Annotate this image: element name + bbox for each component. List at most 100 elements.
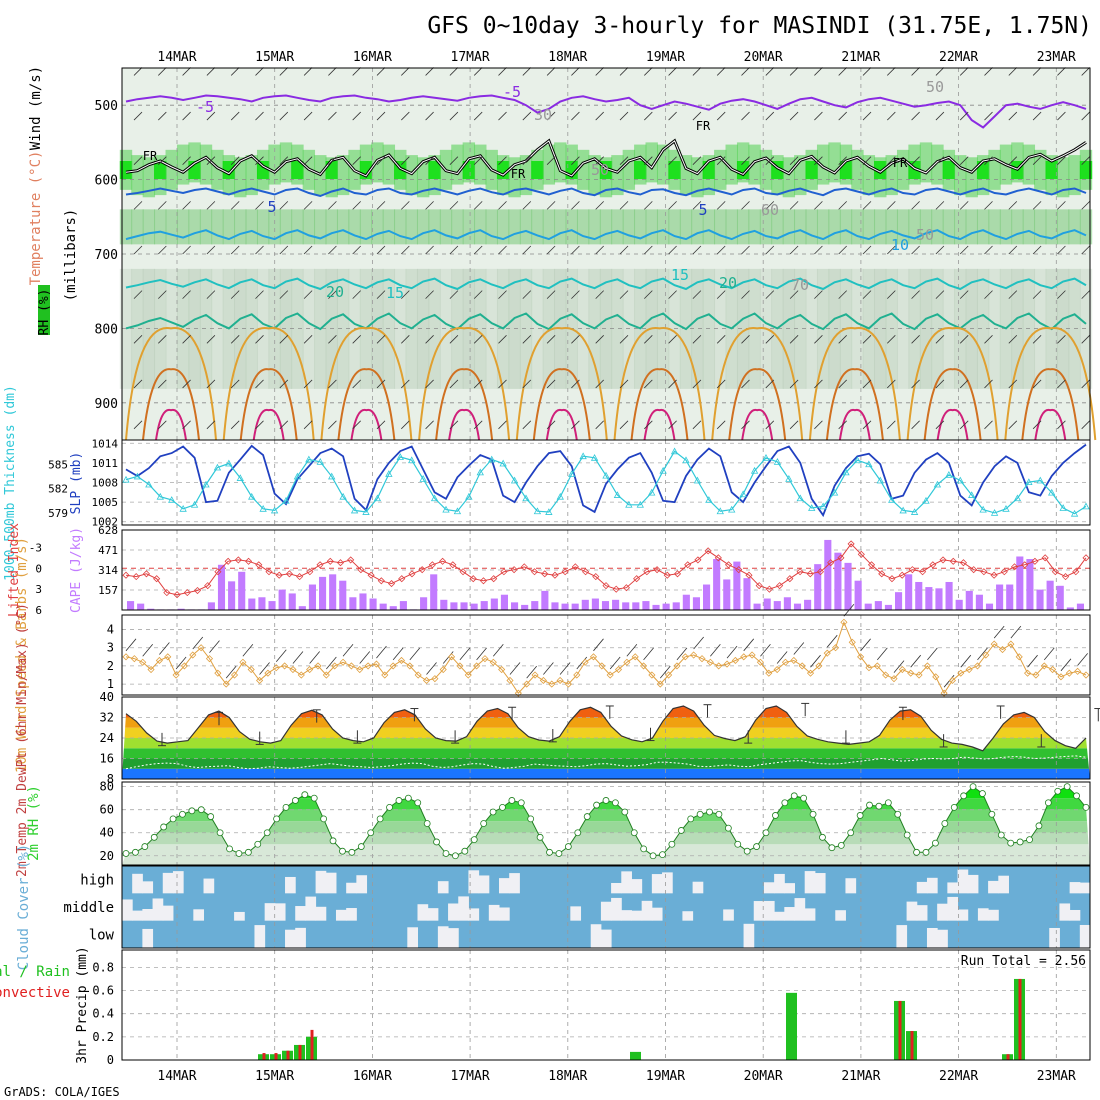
wind-barb	[644, 67, 653, 76]
li-tick-label: -3	[29, 541, 42, 554]
lifted-index-point	[919, 568, 927, 576]
wind-barb	[765, 290, 775, 299]
wind-barb	[692, 290, 702, 299]
rh-shade-cell	[428, 161, 441, 179]
wind-barb	[862, 420, 872, 430]
wind-barb	[425, 111, 434, 121]
rh-shade-cell	[211, 268, 224, 389]
lifted-index-point	[1072, 568, 1080, 576]
li-tick-label: 0	[35, 562, 42, 575]
wind-barb	[862, 245, 872, 255]
rh-shade-cell	[782, 157, 796, 198]
wind-barb	[303, 334, 313, 344]
isotherm-line	[125, 312, 1087, 331]
wind-barb	[182, 245, 191, 255]
cape-bar	[521, 604, 529, 610]
rh-shade-cell	[222, 209, 236, 245]
wind-barb	[862, 290, 872, 299]
wind-barb	[182, 420, 191, 430]
lifted-index-point	[244, 557, 253, 565]
rh-point	[461, 847, 469, 855]
wind-barb	[668, 379, 677, 389]
wind-barb	[1081, 334, 1090, 344]
cape-bar	[248, 598, 256, 610]
wind-barb	[619, 334, 629, 344]
wind-speed-point	[957, 669, 965, 677]
wind-barb	[409, 647, 421, 661]
wind-speed-point	[447, 653, 456, 661]
wind-barb	[935, 67, 945, 76]
wind-barb	[814, 290, 823, 299]
rh-shade-cell	[325, 209, 338, 245]
cloud-clear-cell	[1049, 927, 1060, 948]
rh-shade-cell	[119, 161, 133, 179]
cloud-clear-cell	[947, 882, 959, 894]
rh-shade-cell	[702, 209, 716, 245]
wind-barb	[328, 156, 337, 166]
wind-barb	[230, 334, 240, 344]
wind-barb	[935, 334, 945, 344]
wind-speed-point	[806, 669, 815, 677]
wind-barb	[425, 290, 434, 299]
cloud-clear-cell	[325, 872, 337, 894]
warm-contour	[1021, 368, 1080, 441]
contour-label: 50	[916, 226, 934, 244]
wind-barb	[328, 379, 337, 389]
rh-point	[583, 813, 591, 820]
wind-barb	[449, 67, 459, 76]
temperature-band	[122, 748, 1090, 759]
rh-shade-cell	[679, 209, 693, 245]
wind-barb	[498, 111, 507, 121]
wind-speed-point	[564, 680, 573, 688]
rh-shade-cell	[394, 209, 407, 245]
thickness-point	[1025, 478, 1033, 485]
wind-barb	[644, 290, 653, 299]
lifted-index-point	[265, 568, 273, 576]
wind-speed-point	[464, 671, 472, 679]
wind-speed-point	[623, 658, 631, 666]
wind-barb	[765, 420, 775, 430]
wind-barb	[546, 156, 556, 166]
cape-bar	[217, 564, 226, 610]
wind-barb	[159, 642, 170, 655]
wind-barb	[206, 334, 216, 344]
wind-barb	[328, 201, 337, 210]
wind-barb	[230, 290, 240, 299]
wind-barb	[303, 379, 313, 389]
wind-speed-point	[573, 671, 581, 679]
cape-bar	[591, 598, 599, 610]
cape-bar	[895, 592, 903, 610]
rh-shade-cell	[714, 209, 727, 245]
rh-band	[122, 844, 1090, 865]
wind-barb	[765, 334, 775, 344]
lifted-index-point	[408, 570, 416, 578]
lifted-index-point	[612, 585, 620, 593]
rh-point	[922, 848, 930, 856]
wind-barb	[793, 642, 805, 655]
thickness-point	[728, 505, 736, 513]
cloud-clear-cell	[651, 907, 663, 921]
wind-barb	[449, 245, 459, 255]
cape-bar	[500, 594, 508, 610]
wind-speed-point	[589, 653, 598, 661]
thickness-tick-label: 579	[48, 507, 68, 520]
wind-barb	[279, 420, 289, 430]
lifted-index-point	[776, 582, 784, 590]
wind-speed-point	[773, 665, 781, 674]
rh-shade-cell	[965, 268, 978, 389]
cape-bar	[854, 580, 862, 610]
rh-tick-label: 80	[100, 780, 114, 794]
thickness-point	[556, 492, 564, 500]
thickness-point	[808, 504, 816, 511]
lifted-index-line	[125, 543, 1087, 596]
rh-shade-cell	[279, 268, 293, 389]
cape-bar	[480, 601, 488, 610]
wind-barb	[741, 201, 750, 210]
bottom-date-label: 19MAR	[646, 1069, 685, 1084]
wind-barb	[692, 67, 702, 76]
cape-bar	[804, 599, 812, 610]
rh-shade-cell	[805, 209, 818, 245]
wind-barb	[741, 156, 750, 166]
wind-speed-point	[1057, 673, 1065, 681]
warm-contour	[222, 327, 315, 441]
